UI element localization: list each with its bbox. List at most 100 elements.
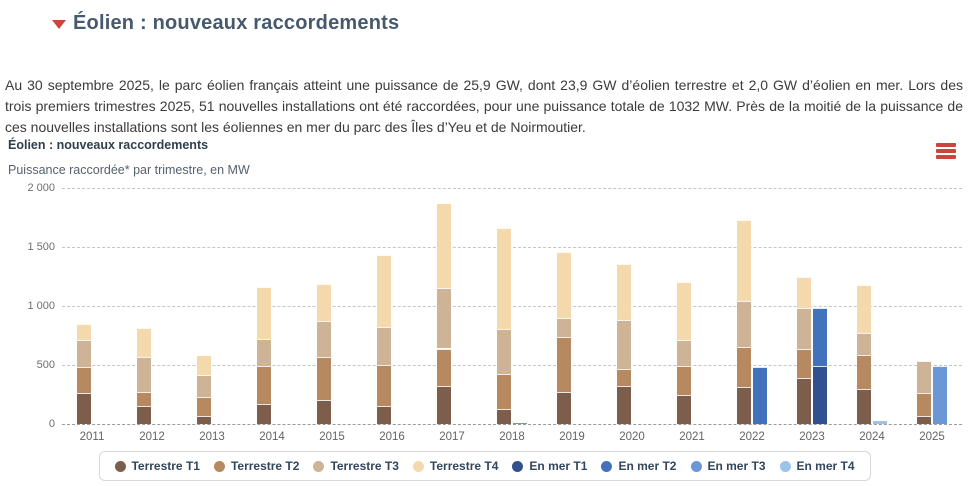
bar-segment[interactable] bbox=[437, 386, 451, 424]
plot-area bbox=[62, 188, 962, 425]
bar-segment[interactable] bbox=[377, 254, 391, 328]
bar-segment[interactable] bbox=[497, 374, 511, 410]
bar-segment[interactable] bbox=[317, 320, 331, 357]
legend-dot-icon bbox=[779, 460, 791, 472]
bar-segment[interactable] bbox=[617, 263, 631, 320]
bar-segment[interactable] bbox=[377, 365, 391, 407]
chart-menu-button[interactable] bbox=[936, 143, 956, 161]
bar-segment[interactable] bbox=[557, 317, 571, 337]
bar-segment[interactable] bbox=[677, 339, 691, 366]
bar-segment[interactable] bbox=[317, 284, 331, 321]
bar-segment[interactable] bbox=[917, 360, 931, 393]
bar-segment[interactable] bbox=[933, 365, 947, 424]
chart-title: Éolien : nouveaux raccordements bbox=[8, 138, 209, 152]
bar-segment[interactable] bbox=[753, 367, 767, 424]
bar-segment[interactable] bbox=[77, 392, 91, 424]
bar-segment[interactable] bbox=[197, 396, 211, 416]
legend-dot-icon bbox=[412, 460, 424, 472]
bar-segment[interactable] bbox=[857, 332, 871, 355]
legend-item[interactable]: Terrestre T4 bbox=[412, 459, 499, 473]
bar-segment[interactable] bbox=[797, 307, 811, 350]
gridline bbox=[62, 306, 962, 307]
bar-segment[interactable] bbox=[737, 386, 751, 424]
bar-segment[interactable] bbox=[497, 228, 511, 330]
y-tick-label: 1 500 bbox=[27, 240, 55, 253]
bar-segment[interactable] bbox=[377, 406, 391, 424]
bar-segment[interactable] bbox=[77, 339, 91, 368]
legend-item[interactable]: En mer T4 bbox=[779, 459, 855, 473]
legend-item[interactable]: En mer T1 bbox=[512, 459, 587, 473]
bar-segment[interactable] bbox=[557, 392, 571, 424]
x-tick-label: 2017 bbox=[439, 431, 465, 443]
bar-segment[interactable] bbox=[617, 319, 631, 369]
y-tick-label: 500 bbox=[36, 358, 55, 371]
bar-segment[interactable] bbox=[197, 375, 211, 397]
bar-segment[interactable] bbox=[873, 421, 887, 424]
bar-segment[interactable] bbox=[137, 406, 151, 424]
bar-segment[interactable] bbox=[437, 202, 451, 289]
bar-segment[interactable] bbox=[797, 276, 811, 308]
bar-segment[interactable] bbox=[617, 368, 631, 386]
bar-segment[interactable] bbox=[813, 308, 827, 367]
intro-paragraph: Au 30 septembre 2025, le parc éolien fra… bbox=[5, 77, 963, 135]
bar-segment[interactable] bbox=[557, 336, 571, 393]
bar-segment[interactable] bbox=[497, 409, 511, 424]
bar-segment[interactable] bbox=[257, 339, 271, 366]
legend-label: Terrestre T1 bbox=[131, 459, 200, 473]
bar-segment[interactable] bbox=[497, 329, 511, 375]
bar-segment[interactable] bbox=[857, 284, 871, 333]
hamburger-icon-bar bbox=[936, 143, 956, 147]
bar-segment[interactable] bbox=[917, 415, 931, 424]
bar-segment[interactable] bbox=[797, 377, 811, 424]
bar-segment[interactable] bbox=[77, 367, 91, 393]
bar-segment[interactable] bbox=[197, 415, 211, 424]
bar-segment[interactable] bbox=[737, 301, 751, 347]
bar-segment[interactable] bbox=[77, 323, 91, 340]
gridline bbox=[62, 424, 962, 425]
bar-segment[interactable] bbox=[317, 400, 331, 424]
hamburger-icon-bar bbox=[936, 155, 956, 159]
bar-segment[interactable] bbox=[917, 392, 931, 416]
bar-segment[interactable] bbox=[137, 357, 151, 393]
bar-segment[interactable] bbox=[677, 282, 691, 340]
legend-label: Terrestre T3 bbox=[330, 459, 399, 473]
x-tick-label: 2021 bbox=[679, 431, 705, 443]
bar-segment[interactable] bbox=[257, 403, 271, 424]
legend-label: Terrestre T4 bbox=[429, 459, 499, 473]
legend-item[interactable]: Terrestre T1 bbox=[114, 459, 200, 473]
bar-segment[interactable] bbox=[137, 327, 151, 358]
bar-segment[interactable] bbox=[437, 288, 451, 349]
bar-segment[interactable] bbox=[797, 349, 811, 378]
bar-segment[interactable] bbox=[857, 354, 871, 389]
bar-segment[interactable] bbox=[137, 392, 151, 407]
legend-item[interactable]: En mer T2 bbox=[601, 459, 676, 473]
bar-segment[interactable] bbox=[257, 287, 271, 340]
bar-segment[interactable] bbox=[857, 388, 871, 424]
bar-segment[interactable] bbox=[813, 366, 827, 424]
bar-segment[interactable] bbox=[513, 423, 527, 424]
bar-segment[interactable] bbox=[557, 252, 571, 318]
x-axis-labels: 2011 2012 2013 2014 2015 2016 2017 2018 2019 2020… bbox=[62, 431, 962, 443]
legend-item[interactable]: Terrestre T3 bbox=[313, 459, 399, 473]
bar-segment[interactable] bbox=[737, 220, 751, 302]
x-tick-label: 2025 bbox=[919, 431, 945, 443]
collapse-triangle-icon[interactable] bbox=[52, 20, 66, 29]
legend-dot-icon bbox=[512, 460, 524, 472]
bar-segment[interactable] bbox=[677, 365, 691, 395]
x-tick-label: 2023 bbox=[799, 431, 825, 443]
gridline bbox=[62, 247, 962, 248]
legend-item[interactable]: En mer T3 bbox=[690, 459, 766, 473]
bar-segment[interactable] bbox=[197, 354, 211, 376]
legend-label: En mer T2 bbox=[618, 459, 677, 473]
bar-segment[interactable] bbox=[377, 327, 391, 365]
hamburger-icon-bar bbox=[936, 149, 956, 153]
y-tick-label: 2 000 bbox=[27, 181, 55, 194]
bar-segment[interactable] bbox=[677, 394, 691, 424]
bar-segment[interactable] bbox=[257, 365, 271, 404]
bar-segment[interactable] bbox=[317, 356, 331, 401]
bar-segment[interactable] bbox=[437, 348, 451, 387]
bar-segment[interactable] bbox=[737, 346, 751, 387]
bar-segment[interactable] bbox=[617, 385, 631, 424]
legend-dot-icon bbox=[213, 460, 225, 472]
legend-item[interactable]: Terrestre T2 bbox=[213, 459, 299, 473]
